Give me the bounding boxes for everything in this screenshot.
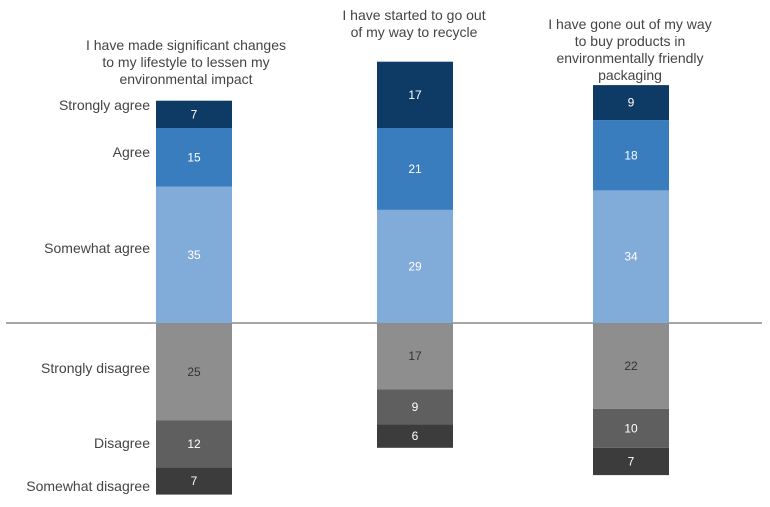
- column-title-2-line-1: I have started to go out: [342, 7, 486, 23]
- bar-segment-somewhat-agree-col-3: [593, 190, 669, 323]
- data-label-strongly-agree-col-1: 7: [191, 107, 198, 121]
- data-label-somewhat-agree-col-3: 34: [624, 250, 638, 264]
- data-label-strongly-agree-col-3: 9: [628, 96, 635, 110]
- data-label-somewhat-disagree-col-2: 6: [412, 429, 419, 443]
- bar-segment-strongly-agree-col-3: [593, 85, 669, 121]
- label-somewhat-agree: Somewhat agree: [44, 240, 150, 256]
- data-label-somewhat-disagree-col-1: 7: [191, 474, 198, 488]
- bar-segment-strongly-disagree-col-3: [593, 323, 669, 409]
- bar-segment-agree-col-1: [156, 128, 232, 187]
- data-label-strongly-disagree-col-3: 22: [624, 359, 638, 373]
- data-label-disagree-col-2: 9: [412, 400, 419, 414]
- bar-segment-somewhat-agree-col-2: [377, 209, 453, 323]
- column-title-3-line-4: packaging: [598, 67, 662, 83]
- data-label-agree-col-1: 15: [187, 150, 201, 164]
- bar-segment-somewhat-agree-col-1: [156, 186, 232, 323]
- data-label-disagree-col-3: 10: [624, 421, 638, 435]
- data-label-strongly-disagree-col-1: 25: [187, 365, 201, 379]
- column-title-1-line-3: environmental impact: [119, 71, 253, 87]
- column-title-1-line-1: I have made significant changes: [85, 37, 286, 53]
- column-title-3-line-3: environmentally friendly: [556, 50, 704, 66]
- data-label-somewhat-agree-col-1: 35: [187, 248, 201, 262]
- bar-segment-somewhat-disagree-col-2: [377, 424, 453, 448]
- column-title-3: I have gone out of my way to buy product…: [510, 16, 750, 84]
- bar-segment-strongly-disagree-col-2: [377, 323, 453, 390]
- data-label-disagree-col-1: 12: [187, 437, 201, 451]
- bar-segment-disagree-col-3: [593, 408, 669, 448]
- bar-segment-disagree-col-1: [156, 420, 232, 468]
- column-title-3-line-1: I have gone out of my way: [548, 16, 712, 32]
- column-title-1: I have made significant changes to my li…: [66, 37, 306, 88]
- label-strongly-agree: Strongly agree: [58, 97, 150, 113]
- bar-segment-strongly-agree-col-2: [377, 61, 453, 129]
- label-somewhat-disagree: Somewhat disagree: [26, 478, 150, 494]
- data-label-somewhat-agree-col-2: 29: [408, 259, 422, 273]
- bar-segment-strongly-disagree-col-1: [156, 323, 232, 421]
- data-label-strongly-agree-col-2: 17: [408, 88, 422, 102]
- bar-segment-agree-col-3: [593, 120, 669, 191]
- data-label-strongly-disagree-col-2: 17: [408, 349, 422, 363]
- label-strongly-disagree: Strongly disagree: [41, 360, 150, 376]
- data-label-agree-col-3: 18: [624, 148, 638, 162]
- column-title-3-line-2: to buy products in: [574, 33, 686, 49]
- bar-segment-strongly-agree-col-1: [156, 100, 232, 128]
- bar-segment-agree-col-2: [377, 128, 453, 210]
- bar-segment-somewhat-disagree-col-3: [593, 447, 669, 476]
- column-title-2-line-2: of my way to recycle: [350, 24, 478, 40]
- data-label-somewhat-disagree-col-3: 7: [628, 454, 635, 468]
- bar-segment-somewhat-disagree-col-1: [156, 467, 232, 495]
- label-disagree: Disagree: [93, 435, 150, 451]
- column-title-2: I have started to go out of my way to re…: [294, 7, 534, 41]
- column-title-1-line-2: to my lifestyle to lessen my: [102, 54, 270, 70]
- label-agree: Agree: [112, 144, 150, 160]
- data-label-agree-col-2: 21: [408, 162, 422, 176]
- bar-segment-disagree-col-2: [377, 389, 453, 425]
